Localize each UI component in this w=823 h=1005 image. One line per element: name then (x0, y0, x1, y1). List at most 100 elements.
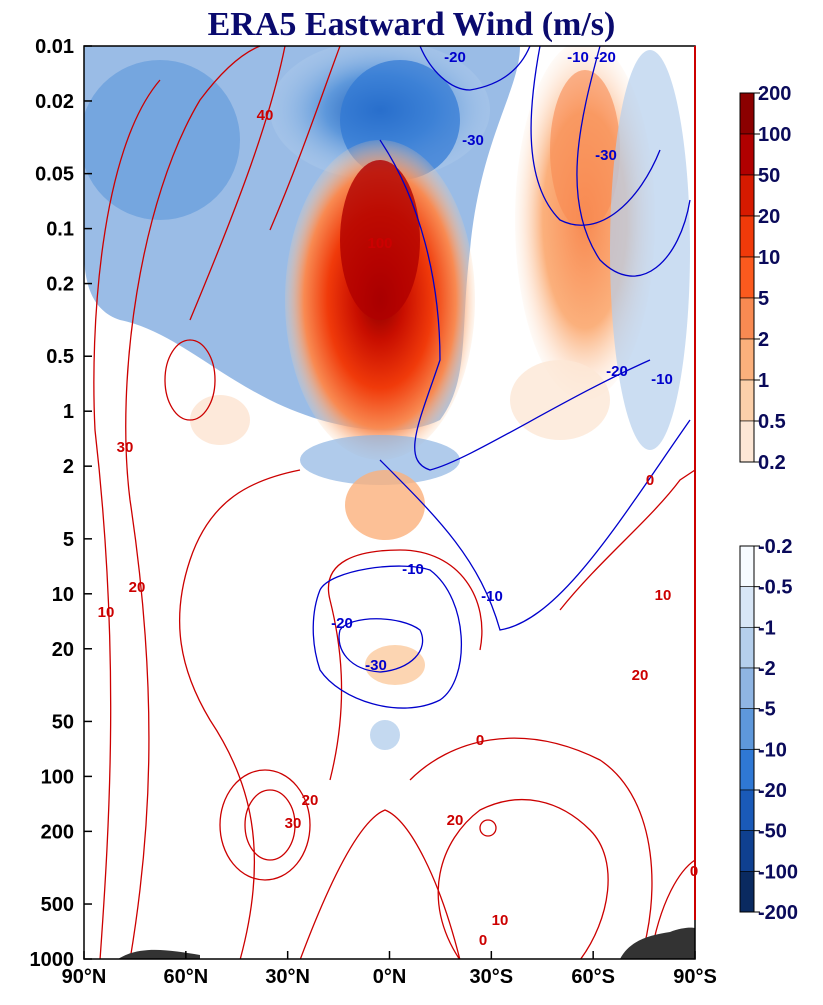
colorbar-swatch (739, 256, 755, 299)
colorbar-label: 1 (758, 370, 769, 392)
colorbar-swatch (739, 215, 755, 258)
colorbar-label: -2 (758, 658, 776, 680)
colorbar-label: 20 (758, 206, 780, 228)
y-tick-label: 200 (41, 821, 74, 843)
y-tick-label: 20 (52, 639, 74, 661)
x-axis: 90°N 60°N 30°N 0°N 30°S 60°S 90°S (62, 951, 717, 988)
y-tick-label: 5 (63, 529, 74, 551)
chart-title: ERA5 Eastward Wind (m/s) (207, 6, 616, 43)
light-orange-patch (190, 395, 250, 445)
contour-label: -10 (651, 371, 673, 388)
colorbar-swatch (739, 749, 755, 791)
colorbar-label: -10 (758, 739, 787, 761)
contour-label: 0 (479, 932, 487, 949)
contour-label: -20 (594, 49, 616, 66)
colorbar-label: -50 (758, 821, 787, 843)
contour-label: 10 (655, 587, 672, 604)
contour-label: -10 (567, 49, 589, 66)
y-tick-label: 10 (52, 584, 74, 606)
colorbar-label: 0.2 (758, 452, 786, 474)
y-tick-label: 1000 (30, 949, 75, 971)
negative-colorbar: -0.2 -0.5 -1 -2 -5 -10 -20 -50 -100 -200 (739, 536, 798, 924)
contour-label: 100 (367, 235, 392, 252)
contour-label: -20 (444, 49, 466, 66)
contour-label: -10 (402, 561, 424, 578)
colorbar-label: -20 (758, 780, 787, 802)
x-tick-label: 60°N (163, 966, 208, 988)
colorbar-label: 10 (758, 247, 780, 269)
x-tick-label: 0°N (373, 966, 407, 988)
contour-label: 0 (646, 472, 654, 489)
colorbar-swatch (739, 545, 755, 587)
contour-label: 10 (492, 912, 509, 929)
x-tick-label: 90°S (673, 966, 717, 988)
westerly-contours (93, 46, 695, 959)
contour-label: 20 (302, 792, 319, 809)
colorbar-label: 50 (758, 165, 780, 187)
colorbar-label: -200 (758, 902, 798, 924)
colorbar-swatch (739, 871, 755, 913)
colorbar-label: -0.5 (758, 577, 792, 599)
contour-label: 20 (447, 812, 464, 829)
contour-label: -30 (462, 132, 484, 149)
low-orange-blob (365, 645, 425, 685)
southern-orange-core (550, 70, 620, 230)
colorbar-swatch (739, 667, 755, 709)
y-tick-label: 50 (52, 711, 74, 733)
colorbar-label: 200 (758, 83, 791, 105)
contour-label: -30 (365, 657, 387, 674)
colorbar-frame (739, 92, 755, 463)
colorbar-label: 0.5 (758, 411, 786, 433)
y-tick-label: 0.02 (35, 91, 74, 113)
contour-label: 40 (257, 107, 274, 124)
colorbar-swatch (739, 338, 755, 381)
light-orange-patch-south (510, 360, 610, 440)
contour-label: 20 (129, 579, 146, 596)
positive-colorbar: 200 100 50 20 10 5 2 1 0.5 0.2 (739, 83, 791, 474)
contour-label: 30 (285, 815, 302, 832)
colorbar-label: 2 (758, 329, 769, 351)
wind-shading (84, 46, 690, 750)
colorbar-label: 5 (758, 288, 769, 310)
southern-blue-lobe (610, 50, 690, 450)
colorbar-label: -1 (758, 617, 776, 639)
topography-left (118, 949, 200, 959)
y-tick-label: 0.01 (35, 36, 74, 58)
colorbar-swatch (739, 789, 755, 831)
easterly-contours (312, 46, 691, 709)
colorbar-label: -5 (758, 699, 776, 721)
contour-label: -20 (606, 363, 628, 380)
x-tick-label: 30°S (470, 966, 514, 988)
contour-label: -30 (595, 147, 617, 164)
contour-label: -10 (481, 588, 503, 605)
contour-label: 0 (690, 863, 698, 880)
colorbar-swatch (739, 420, 755, 463)
colorbar-swatch (739, 708, 755, 750)
colorbar-swatch (739, 174, 755, 217)
contour-label: -20 (331, 615, 353, 632)
x-tick-label: 60°S (571, 966, 615, 988)
contour-label: 0 (476, 732, 484, 749)
colorbar-label: 100 (758, 124, 791, 146)
y-tick-label: 0.1 (46, 219, 74, 241)
colorbar-swatch (739, 627, 755, 669)
light-blue-low (370, 720, 400, 750)
contour-label: 20 (632, 667, 649, 684)
y-tick-label: 1 (63, 401, 74, 423)
y-tick-label: 0.05 (35, 164, 74, 186)
x-tick-label: 90°N (62, 966, 107, 988)
colorbar-swatch (739, 830, 755, 872)
y-tick-label: 0.5 (46, 346, 74, 368)
mid-orange-blob (345, 470, 425, 540)
colorbar-swatch (739, 133, 755, 176)
easterly-jet-core (340, 160, 420, 320)
y-axis: 0.01 0.02 0.05 0.1 0.2 0.5 1 2 5 10 20 50 100 200 500 1… (30, 36, 92, 971)
colorbar-label: -0.2 (758, 536, 792, 558)
colorbar-swatch (739, 379, 755, 422)
plot-area (84, 46, 695, 959)
blue-core-north (84, 60, 240, 220)
x-tick-label: 30°N (265, 966, 310, 988)
contour-label: 30 (117, 439, 134, 456)
